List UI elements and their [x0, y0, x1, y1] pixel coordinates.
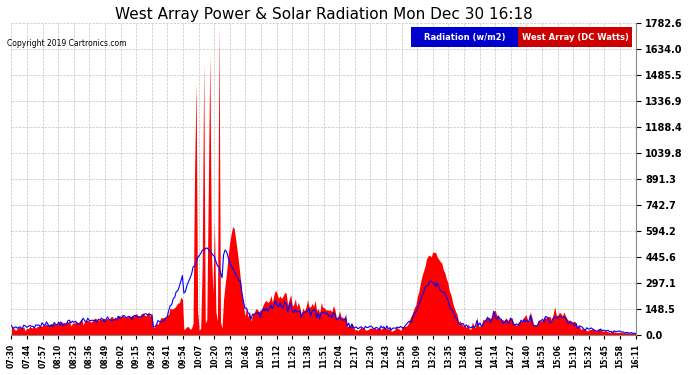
Title: West Array Power & Solar Radiation Mon Dec 30 16:18: West Array Power & Solar Radiation Mon D…: [115, 7, 533, 22]
Text: Radiation (w/m2): Radiation (w/m2): [424, 33, 506, 42]
Text: Copyright 2019 Cartronics.com: Copyright 2019 Cartronics.com: [7, 39, 126, 48]
Text: West Array (DC Watts): West Array (DC Watts): [522, 33, 629, 42]
